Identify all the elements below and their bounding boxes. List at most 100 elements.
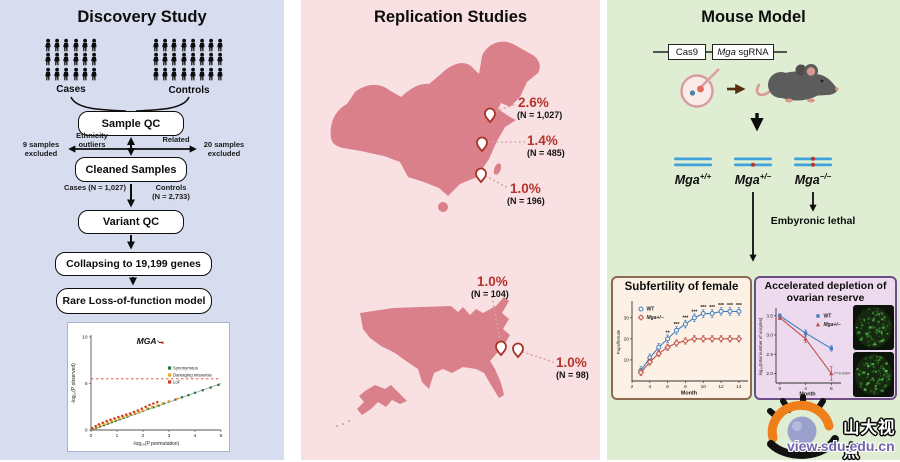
svg-text:***: *** — [727, 303, 733, 309]
cas9-box: Cas9 — [668, 44, 706, 60]
cleaned-samples-box: Cleaned Samples — [75, 157, 187, 182]
svg-text:***: *** — [691, 309, 697, 315]
svg-text:Synonymous: Synonymous — [173, 366, 198, 371]
hom-mutation-dot-2 — [811, 162, 815, 167]
genotype-wt: Mga+/+ — [674, 172, 712, 188]
svg-text:Damaging missense: Damaging missense — [173, 373, 213, 378]
china-map — [330, 41, 540, 196]
replication-title: Replication Studies — [373, 8, 528, 26]
variant-qc-box: Variant QC — [78, 210, 184, 234]
cases-n-label: Cases (N = 1,027) — [64, 183, 126, 192]
svg-text:**: ** — [666, 330, 670, 336]
svg-text:0: 0 — [90, 433, 93, 439]
pin-china-1 — [484, 107, 496, 124]
svg-text:WT: WT — [647, 307, 655, 313]
ovarian-subpanel: Accelerated depletion of ovarian reserve… — [754, 276, 897, 400]
svg-text:30: 30 — [624, 315, 630, 321]
china-pin2-n: (N = 485) — [527, 148, 565, 158]
usa-pin2-n: (N = 98) — [556, 370, 589, 380]
svg-text:10: 10 — [701, 384, 707, 390]
discovery-title: Discovery Study — [77, 8, 207, 26]
svg-text:14: 14 — [736, 384, 742, 390]
pin-usa-2 — [512, 342, 524, 359]
zygote-injection-icon — [680, 67, 721, 108]
subfertility-title: Subfertility of female — [624, 281, 739, 293]
svg-text:5: 5 — [220, 433, 223, 439]
svg-text:Month: Month — [681, 391, 697, 397]
map-pins — [475, 107, 524, 359]
svg-text:P=0.0084: P=0.0084 — [834, 371, 850, 375]
controls-n-label: Controls (N = 2,733) — [152, 183, 190, 201]
hainan — [438, 202, 448, 212]
svg-text:LoF: LoF — [173, 380, 181, 385]
embryonic-lethal-label: Embyronic lethal — [770, 215, 856, 227]
svg-text:***: *** — [709, 305, 715, 311]
svg-text:3.5: 3.5 — [766, 313, 773, 319]
mouse-model-title: Mouse Model — [701, 8, 806, 26]
cases-people-icons — [44, 38, 98, 81]
usa-pin1-n: (N = 104) — [471, 289, 509, 299]
taiwan — [493, 163, 502, 175]
svg-text:8: 8 — [684, 384, 687, 390]
china-pin3-n: (N = 196) — [507, 196, 545, 206]
usa-map — [360, 297, 510, 398]
svg-text:3: 3 — [168, 433, 171, 439]
sdu-eye-logo-icon — [767, 394, 839, 459]
rare-lof-box: Rare Loss-of-function model — [56, 288, 212, 314]
collapsing-box: Collapsing to 19,199 genes — [55, 252, 212, 276]
controls-people-icons — [152, 38, 225, 81]
flowchart-arrows — [68, 96, 197, 286]
svg-text:Pups/female: Pups/female — [616, 329, 621, 354]
svg-text:***: *** — [718, 303, 724, 309]
watermark-cn-text: 山大视点 — [843, 419, 896, 461]
svg-text:0: 0 — [85, 428, 88, 434]
svg-text:-log₁₀(P observed): -log₁₀(P observed) — [71, 363, 77, 404]
leader-lines — [485, 103, 554, 363]
svg-text:3.0: 3.0 — [766, 333, 773, 339]
svg-text:4: 4 — [194, 433, 197, 439]
svg-text:-log₁₀(P permutation): -log₁₀(P permutation) — [133, 441, 180, 447]
related-label: Related — [162, 135, 190, 144]
usa-pin2-pct: 1.0% — [556, 355, 587, 370]
usa-pin1-pct: 1.0% — [477, 274, 508, 289]
svg-text:MGA: MGA — [137, 336, 157, 346]
genotype-hom: Mga−/− — [794, 172, 832, 188]
svg-text:Mga+/−: Mga+/− — [824, 322, 841, 328]
svg-text:4: 4 — [804, 386, 807, 392]
controls-label: Controls — [168, 85, 210, 96]
excluded-left-label: 9 samples excluded — [22, 140, 60, 158]
svg-text:2: 2 — [631, 384, 634, 390]
excluded-right-label: 20 samples excluded — [203, 140, 245, 158]
svg-text:***: *** — [683, 316, 689, 322]
svg-text:Mga+/−: Mga+/− — [647, 315, 664, 321]
alaska — [357, 385, 407, 415]
replication-panel: Replication Studies — [301, 0, 600, 460]
china-pin1-pct: 2.6% — [518, 95, 549, 110]
ethnicity-outliers-label: Ethnicity outliers — [76, 131, 108, 149]
ovarian-chart: 0 4 8 2.0 2.5 3.0 3.5 Month log₁₀(total number o… — [758, 308, 850, 398]
svg-text:2.0: 2.0 — [766, 371, 773, 377]
svg-text:10: 10 — [82, 335, 88, 341]
watermark-url: view.sdu.edu.cn — [787, 438, 895, 454]
mouse-icon — [755, 64, 839, 103]
china-pin2-pct: 1.4% — [527, 133, 558, 148]
svg-text:5: 5 — [85, 381, 88, 387]
discovery-panel: Discovery Study Cases Controls Sample QC… — [0, 0, 284, 460]
subfertility-subpanel: Subfertility of female 2 4 6 8 10 12 14 10 20 30 M… — [611, 276, 752, 400]
svg-text:1: 1 — [116, 433, 119, 439]
svg-text:***: *** — [736, 303, 742, 309]
het-mutation-dot — [751, 162, 755, 167]
chromosome-pairs — [674, 156, 832, 167]
svg-text:10: 10 — [624, 358, 630, 364]
ovary-fluorescence-image-1 — [853, 305, 894, 350]
pin-china-2 — [476, 136, 488, 153]
svg-text:4: 4 — [648, 384, 651, 390]
hom-mutation-dot-1 — [811, 156, 815, 161]
china-pin3-pct: 1.0% — [510, 181, 541, 196]
svg-text:2.5: 2.5 — [766, 352, 773, 358]
genotype-het: Mga+/− — [734, 172, 772, 188]
china-pin1-n: (N = 1,027) — [517, 110, 563, 120]
maps-svg — [330, 41, 554, 427]
